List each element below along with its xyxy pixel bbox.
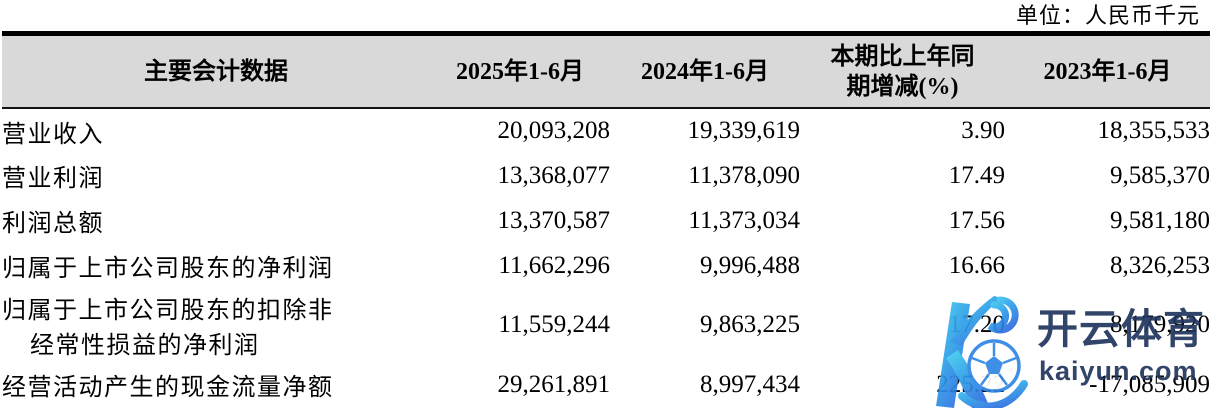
table-row-net-profit-excl-nonrecurring: 归属于上市公司股东的扣除非 经常性损益的净利润 11,559,244 9,863… [2,288,1210,361]
table-row-operating-profit: 营业利润 13,368,077 11,378,090 17.49 9,585,3… [2,153,1210,198]
header-2025-h1: 2025年1-6月 [430,31,610,109]
header-yoy-line2: 期增减(%) [846,73,959,100]
value-2023: 18,355,533 [1097,117,1211,144]
value-2023: 9,585,370 [1110,161,1210,189]
value-2023: 9,581,180 [1110,206,1210,234]
header-yoy-change-pct: 本期比上年同 期增减(%) [800,31,1005,109]
value-2025: 13,368,077 [497,161,611,189]
row-label-line1: 归属于上市公司股东的扣除非 [2,297,334,324]
table-row-operating-cash-flow: 经营活动产生的现金流量净额 29,261,891 8,997,434 225.2… [2,361,1210,408]
value-2024: 9,996,488 [700,251,800,279]
value-yoy-pct: 225.22 [936,370,1005,398]
row-label: 经营活动产生的现金流量净额 [2,375,334,401]
value-2024: 8,997,434 [700,370,800,398]
table-row-net-profit-attributable: 归属于上市公司股东的净利润 11,662,296 9,996,488 16.66… [2,243,1210,288]
table-row-operating-revenue: 营业收入 20,093,208 19,339,619 3.90 18,355,5… [2,108,1210,153]
key-accounting-data-table: 主要会计数据 2025年1-6月 2024年1-6月 本期比上年同 期增减(%)… [2,31,1210,408]
value-2023: -17,085,909 [1089,370,1210,398]
unit-label: 单位：人民币千元 [1015,3,1200,28]
value-2023: 8,179,920 [1110,310,1210,338]
row-label: 营业收入 [2,121,104,148]
value-yoy-pct: 17.49 [948,161,1005,189]
row-label: 归属于上市公司股东的扣除非 经常性损益的净利润 [2,288,430,361]
value-2025: 11,662,296 [498,251,610,279]
value-2025: 20,093,208 [497,117,611,144]
row-label: 营业利润 [2,166,104,192]
row-label-line2: 经常性损益的净利润 [30,332,260,359]
header-2023-h1: 2023年1-6月 [1005,31,1210,109]
value-yoy-pct: 17.56 [948,206,1005,234]
value-2025: 29,261,891 [497,370,611,398]
row-label: 利润总额 [2,211,104,237]
value-2024: 11,378,090 [688,161,800,189]
value-2024: 19,339,619 [687,117,801,144]
value-yoy-pct: 3.90 [961,117,1005,144]
header-yoy-line1: 本期比上年同 [830,43,975,70]
value-2024: 11,373,034 [688,206,800,234]
table-row-total-profit: 利润总额 13,370,587 11,373,034 17.56 9,581,1… [2,198,1210,243]
value-yoy-pct: 17.20 [948,310,1005,338]
value-yoy-pct: 16.66 [948,251,1005,279]
row-label: 归属于上市公司股东的净利润 [2,256,334,282]
header-main-accounting-data: 主要会计数据 [2,31,430,109]
value-2025: 13,370,587 [497,206,611,234]
value-2023: 8,326,253 [1110,251,1210,279]
header-2024-h1: 2024年1-6月 [610,31,800,109]
value-2025: 11,559,244 [498,310,610,338]
value-2024: 9,863,225 [700,310,800,338]
table-header-row: 主要会计数据 2025年1-6月 2024年1-6月 本期比上年同 期增减(%)… [2,31,1210,109]
